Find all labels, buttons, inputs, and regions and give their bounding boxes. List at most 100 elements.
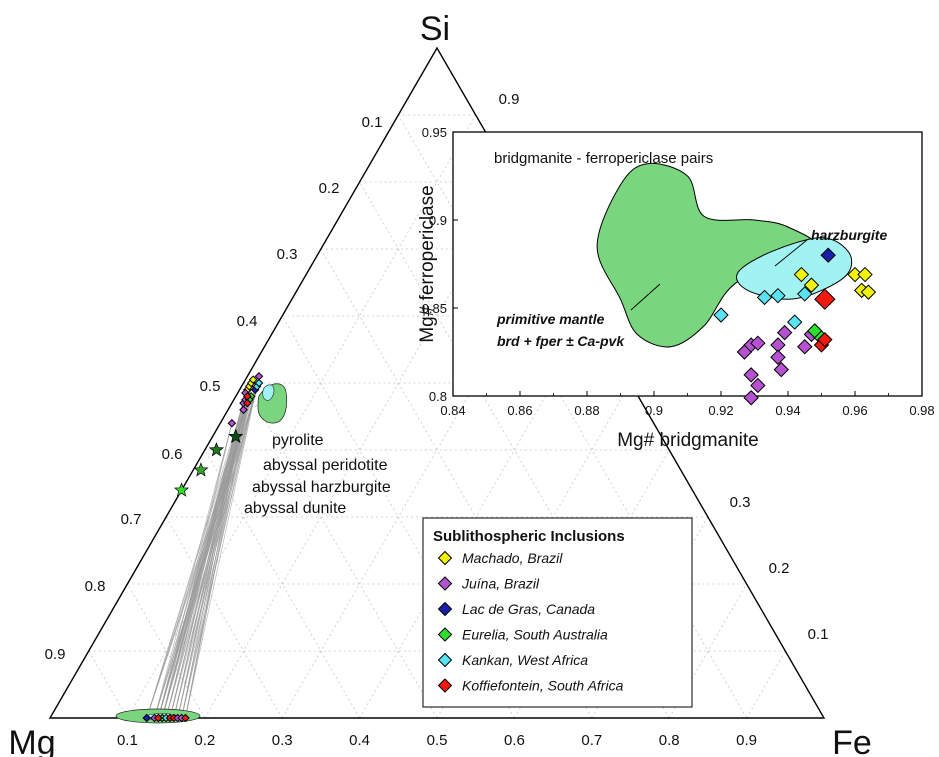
base-tick-label: 0.6 <box>504 732 525 749</box>
reference-star <box>208 442 225 457</box>
right-edge-tick-label: 0.2 <box>769 560 790 577</box>
grid-line-mg <box>88 650 128 719</box>
legend-marker <box>437 550 453 566</box>
tie-line <box>185 376 260 719</box>
inset-data-point <box>860 284 877 300</box>
inset-y-tick-label: 0.8 <box>429 389 447 404</box>
right-edge-tick-labels: 0.9 0.3 0.2 0.1 <box>499 91 829 643</box>
grid-line-mg <box>127 583 206 719</box>
reference-label: abyssal peridotite <box>263 457 388 474</box>
left-edge-tick-label: 0.1 <box>362 114 383 131</box>
base-tick-label: 0.3 <box>272 732 293 749</box>
inset-data-point <box>817 331 833 348</box>
tie-line <box>173 389 256 719</box>
ternary-points <box>142 371 264 723</box>
inset-title: bridgmanite - ferropericlase pairs <box>494 150 713 167</box>
legend-label: Lac de Gras, Canada <box>462 601 595 617</box>
base-tick-label: 0.2 <box>194 732 215 749</box>
left-edge-tick-label: 0.2 <box>319 180 340 197</box>
inset-data-point <box>814 288 836 310</box>
tie-line <box>154 423 233 719</box>
legend-marker <box>437 678 453 693</box>
legend-label: Machado, Brazil <box>462 550 563 566</box>
legend-label: Kankan, West Africa <box>462 652 588 668</box>
tie-line <box>165 409 244 719</box>
primitive-mantle-label-line1: primitive mantle <box>496 311 605 327</box>
inset-x-tick-label: 0.94 <box>775 403 800 418</box>
grid-line-mg <box>359 181 670 719</box>
tie-line <box>165 386 258 719</box>
inset-data-point <box>793 266 810 283</box>
right-edge-tick-label: 0.1 <box>808 626 829 643</box>
vertex-mg-label: Mg <box>8 724 55 757</box>
tie-line <box>158 396 252 719</box>
inset-data-point <box>847 266 863 283</box>
inset-data-point <box>743 390 759 406</box>
reference-star <box>228 428 244 444</box>
left-edge-tick-label: 0.3 <box>277 246 298 263</box>
inset-y-axis-label: Mg# ferropericlase <box>417 185 438 342</box>
inset-data-point <box>803 277 820 293</box>
left-edge-tick-labels: 0.1 0.2 0.3 0.4 0.5 0.6 0.7 0.8 0.9 <box>45 114 383 663</box>
inset-data-point <box>776 324 793 341</box>
vertex-fe-label: Fe <box>832 724 872 757</box>
left-edge-tick-label: 0.5 <box>200 378 221 395</box>
inset-x-tick-label: 0.86 <box>507 403 532 418</box>
legend-items: Machado, Brazil Juína, Brazil Lac de Gras,… <box>437 550 624 694</box>
inset-x-tick-label: 0.88 <box>574 403 599 418</box>
tie-lines <box>146 376 260 719</box>
inset-x-tick-label: 0.96 <box>842 403 867 418</box>
tie-line <box>177 389 248 719</box>
inset-data-point <box>756 289 773 306</box>
base-tick-label: 0.8 <box>659 732 680 749</box>
inset-x-tick-label: 0.98 <box>909 403 934 418</box>
base-tick-labels: 0.1 0.2 0.3 0.4 0.5 0.6 0.7 0.8 0.9 <box>117 732 757 749</box>
inset-data-point <box>820 247 836 263</box>
legend-label: Eurelia, South Australia <box>462 627 608 643</box>
right-edge-tick-label: 0.9 <box>499 91 520 108</box>
inset-data-point <box>750 335 766 351</box>
inset-x-tick-label: 0.84 <box>440 403 465 418</box>
base-tick-label: 0.7 <box>581 732 602 749</box>
inset-y-tick-label: 0.95 <box>422 125 447 140</box>
legend: Sublithospheric Inclusions Machado, Braz… <box>422 517 693 708</box>
ternary-bridgmanite-point <box>243 398 252 408</box>
inset-chart: 0.84 0.86 0.88 0.9 0.92 0.94 0.96 0.98 0.8 0.85 0.… <box>417 125 935 451</box>
ternary-bridgmanite-field-cyan <box>262 384 275 401</box>
inset-data-point <box>750 377 766 394</box>
inset-y-tick-label: 0.85 <box>422 301 447 316</box>
legend-label: Koffiefontein, South Africa <box>462 678 624 694</box>
ternary-fields <box>115 383 288 724</box>
grid-line-mg <box>165 516 283 719</box>
inset-x-tick-label: 0.9 <box>645 403 663 418</box>
tie-line <box>158 379 254 719</box>
tie-line <box>185 382 252 719</box>
inset-data-point <box>773 361 790 378</box>
base-tick-label: 0.1 <box>117 732 138 749</box>
ternary-bridgmanite-point <box>248 375 258 384</box>
primitive-mantle-field <box>596 162 817 348</box>
primitive-mantle-leader <box>630 283 661 311</box>
tie-line <box>158 392 246 719</box>
legend-marker <box>437 576 453 591</box>
inset-data-point <box>770 349 786 365</box>
inset-x-tick-label: 0.92 <box>708 403 733 418</box>
left-edge-tick-label: 0.8 <box>85 578 106 595</box>
inset-x-axis-label: Mg# bridgmanite <box>617 430 759 451</box>
ternary-bridgmanite-point <box>227 418 237 428</box>
legend-marker <box>437 601 453 617</box>
ternary-bridgmanite-point <box>254 378 264 388</box>
legend-marker <box>437 627 453 642</box>
inset-ticks: 0.84 0.86 0.88 0.9 0.92 0.94 0.96 0.98 0.8 0.85 0.… <box>422 125 935 418</box>
inset-data-point <box>743 367 759 383</box>
legend-label: Juína, Brazil <box>461 576 540 592</box>
reference-star <box>173 482 190 497</box>
grid-line-mg <box>281 315 515 719</box>
tie-line <box>146 399 250 719</box>
grid-line-fe <box>746 650 786 719</box>
ternary-ferropericlase-point <box>154 713 163 723</box>
tie-line <box>161 386 250 719</box>
right-edge-tick-label: 0.3 <box>730 494 751 511</box>
left-edge-tick-label: 0.7 <box>121 511 142 528</box>
